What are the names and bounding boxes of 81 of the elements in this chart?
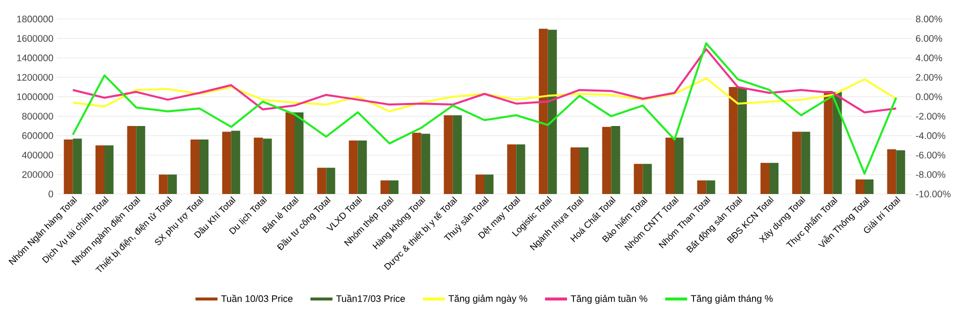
bar xyxy=(548,30,557,194)
bar xyxy=(570,147,580,194)
bar xyxy=(444,115,453,194)
y-tick-label: 1400000 xyxy=(17,54,54,62)
y-tick-label: 0 xyxy=(48,190,54,198)
bar xyxy=(697,180,706,194)
bar xyxy=(792,132,802,194)
bar xyxy=(666,138,675,194)
bar xyxy=(421,134,430,194)
bar xyxy=(476,174,485,194)
y-tick-label: 1000000 xyxy=(17,93,54,100)
bar xyxy=(231,130,240,194)
y2-tick-label: -8.00% xyxy=(916,171,946,178)
bar xyxy=(358,140,367,194)
bar xyxy=(64,140,73,194)
bar xyxy=(896,150,906,194)
bar xyxy=(286,112,295,194)
legend-label: Tuần17/03 Price xyxy=(336,294,405,302)
bar xyxy=(611,126,620,194)
bar xyxy=(674,138,684,194)
y-tick-label: 1600000 xyxy=(17,35,54,42)
line-series xyxy=(72,48,898,114)
bar xyxy=(516,144,526,194)
bar xyxy=(348,140,358,194)
bar xyxy=(127,126,136,194)
bar xyxy=(294,112,304,194)
y-tick-label: 800000 xyxy=(22,112,54,120)
y2-tick-label: 2.00% xyxy=(916,74,942,81)
bar xyxy=(770,162,779,194)
bar xyxy=(158,174,168,194)
legend-label: Tăng giảm ngày % xyxy=(448,294,528,304)
legend-label: Tăng giảm tuần % xyxy=(570,294,648,304)
bar xyxy=(864,179,874,194)
y2-tick-label: -4.00% xyxy=(916,132,946,140)
y-tick-label: 1200000 xyxy=(17,74,54,81)
y2-tick-label: 8.00% xyxy=(916,16,942,22)
bar xyxy=(706,180,716,194)
y-tick-label: 1800000 xyxy=(17,16,54,22)
bar xyxy=(390,180,399,194)
bar xyxy=(507,144,516,194)
y-tick-label: 200000 xyxy=(22,171,54,178)
y2-tick-label: -2.00% xyxy=(916,112,946,120)
bar xyxy=(580,147,589,194)
bar xyxy=(634,164,643,194)
bar xyxy=(104,145,114,194)
bar xyxy=(887,149,896,194)
y2-tick-label: 6.00% xyxy=(916,35,942,42)
bar xyxy=(538,28,548,194)
y-tick-label: 600000 xyxy=(22,132,54,140)
legend-label: Tuần 10/03 Price xyxy=(221,294,293,302)
bar xyxy=(832,92,842,194)
bar xyxy=(484,174,494,194)
bar xyxy=(728,87,738,194)
bar xyxy=(380,180,390,194)
y2-tick-label: -6.00% xyxy=(916,152,946,158)
bar xyxy=(317,168,326,194)
bar xyxy=(412,132,422,194)
line-series xyxy=(72,42,898,175)
bar xyxy=(190,140,200,194)
bar xyxy=(254,138,263,194)
bar xyxy=(72,138,82,194)
bar xyxy=(168,174,177,194)
bar xyxy=(452,115,462,194)
legend-label: Tăng giảm tháng % xyxy=(690,294,773,304)
bar xyxy=(96,145,105,194)
bar xyxy=(326,168,336,194)
bar xyxy=(642,164,652,194)
y2-tick-label: -10.00% xyxy=(916,190,951,198)
bar xyxy=(222,132,232,194)
bar xyxy=(856,179,865,194)
y-tick-label: 400000 xyxy=(22,152,54,158)
bar xyxy=(200,140,209,194)
y2-tick-label: 4.00% xyxy=(916,54,942,62)
bar xyxy=(738,88,747,194)
y2-tick-label: 0.00% xyxy=(916,93,942,100)
bar xyxy=(801,132,810,194)
bar xyxy=(824,90,833,194)
bar xyxy=(262,138,272,194)
bar xyxy=(136,126,146,194)
bar xyxy=(760,162,770,194)
bar xyxy=(602,126,612,194)
